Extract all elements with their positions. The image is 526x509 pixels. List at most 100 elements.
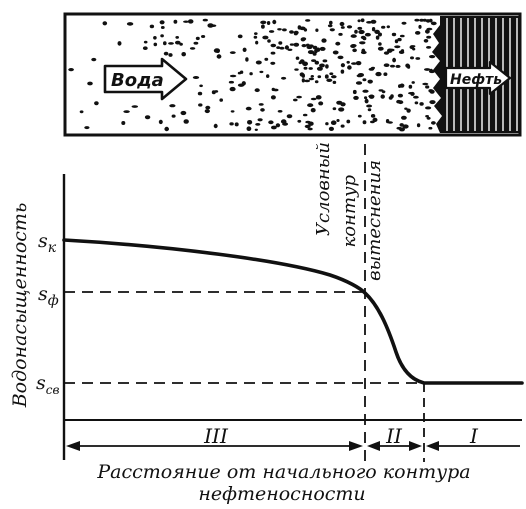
water-droplet [257,118,263,122]
water-droplet [353,95,359,100]
water-droplet [426,35,432,39]
water-label: Вода [111,70,164,91]
water-droplet [374,29,380,34]
water-droplet [270,43,277,48]
water-droplet [230,110,235,113]
ssv-label: sсв [36,372,59,397]
water-droplet [254,128,258,131]
water-droplet [383,72,388,76]
water-droplet [362,120,367,125]
sf-label: sф [38,283,59,309]
water-droplet [411,81,415,84]
front-label-line3: вытеснения [364,160,385,281]
water-droplet [415,31,421,35]
water-droplet [264,57,269,61]
water-droplet [358,73,364,77]
water-droplet [367,108,372,112]
water-droplet [431,121,436,125]
water-droplet [351,62,357,65]
water-droplet [350,34,357,38]
water-droplet [204,109,210,114]
water-droplet [277,28,282,31]
water-droplet [284,45,289,50]
water-droplet [401,21,407,25]
water-droplet [126,22,134,26]
water-droplet [210,24,217,28]
water-droplet [131,105,138,108]
water-droplet [380,94,385,99]
water-droplet [378,89,384,92]
water-droplet [332,107,337,111]
water-droplet [307,103,314,108]
water-droplet [241,81,246,86]
water-droplet [267,39,271,43]
water-droplet [340,124,345,128]
water-droplet [354,29,358,34]
water-droplet [300,37,306,42]
water-droplet [143,40,148,44]
water-droplet [266,74,270,78]
water-droplet [319,63,325,68]
water-droplet [254,88,260,93]
water-droplet [337,55,344,60]
front-label-line1: Условный [313,142,334,236]
water-droplet [183,20,189,23]
water-droplet [260,20,267,25]
water-droplet [180,110,187,116]
water-droplet [381,25,386,29]
water-droplet [160,34,164,38]
water-droplet [367,79,373,84]
water-droplet [310,108,316,113]
zone-dimensions [66,441,520,451]
water-droplet [301,44,307,48]
water-droplet [388,48,395,52]
water-droplet [149,24,155,29]
water-droplet [366,104,373,108]
water-droplet [305,19,311,22]
water-droplet [242,47,247,52]
water-droplet [304,124,311,129]
water-droplet [316,66,323,71]
water-droplet [192,76,200,79]
water-droplet [286,114,293,119]
oil-arrow-icon: Нефть [444,60,512,96]
water-droplet [255,123,261,126]
water-droplet [311,59,317,62]
water-droplet [199,84,203,88]
water-droplet [357,114,362,118]
water-droplet [282,28,287,32]
water-droplet [399,34,405,38]
water-droplet [366,21,373,24]
water-droplet [390,64,395,68]
water-droplet [383,51,390,55]
water-droplet [201,35,206,38]
water-droplet [346,60,350,64]
water-droplet [362,36,367,41]
water-droplet [293,98,298,102]
water-droplet [430,21,437,26]
water-droplet [197,91,203,96]
water-droplet [228,80,234,84]
water-droplet [193,41,199,45]
water-droplet [347,65,352,70]
water-droplet [142,46,148,50]
water-droplet [386,25,390,29]
water-droplet [163,51,169,56]
water-droplet [87,81,93,86]
water-droplet [331,75,337,79]
zone-i-arrowhead [426,441,439,451]
water-droplet [355,81,363,85]
water-droplet [153,42,158,47]
water-droplet [399,123,404,127]
water-droplet [325,64,329,69]
water-droplet [253,35,258,39]
water-droplet [352,48,357,53]
water-droplet [416,123,421,128]
water-droplet [409,45,415,50]
water-droplet [318,101,324,106]
water-droplet [310,75,314,78]
water-droplet [368,94,375,98]
water-droplet [68,68,74,72]
water-droplet [301,78,305,83]
water-droplet [392,57,396,63]
